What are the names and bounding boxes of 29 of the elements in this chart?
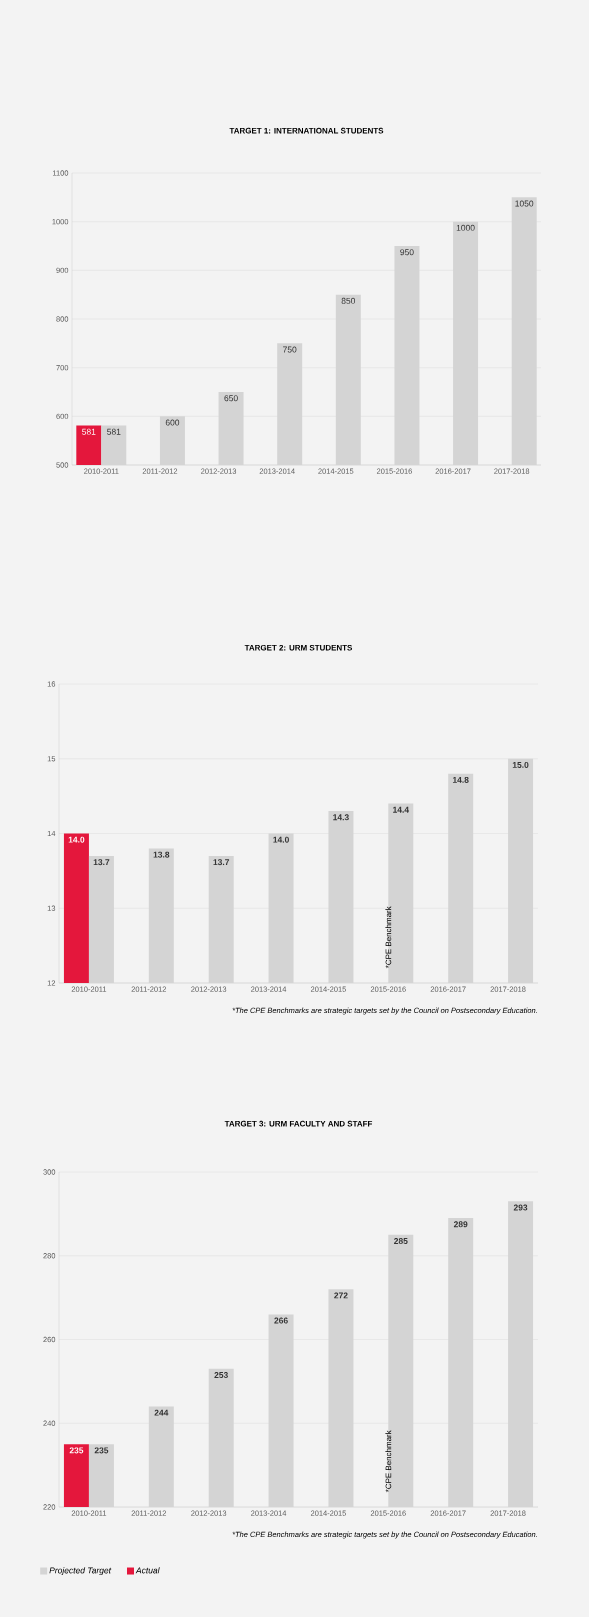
data-label: 14.4: [393, 806, 410, 813]
data-label: 289: [453, 1221, 468, 1228]
data-label: 600: [165, 419, 180, 426]
data-label: 272: [334, 1292, 348, 1299]
data-label: 950: [400, 249, 414, 256]
data-label: 13.7: [93, 859, 110, 866]
data-label: 235: [69, 1447, 84, 1454]
data-label: 581: [107, 428, 121, 435]
data-label: 1050: [515, 200, 534, 207]
data-label: 14.0: [68, 836, 85, 843]
data-label: 235: [94, 1447, 109, 1454]
data-label: 581: [82, 428, 96, 435]
data-label: 13.8: [153, 851, 170, 858]
data-label: 13.7: [213, 859, 230, 866]
legend-label: Actual: [135, 1567, 160, 1574]
data-label: 650: [224, 395, 238, 402]
data-label: 750: [283, 346, 297, 353]
data-label: 15.0: [512, 761, 529, 768]
legend-label: Projected Target: [49, 1567, 112, 1576]
data-label: 293: [513, 1204, 528, 1211]
data-label: 285: [394, 1238, 408, 1245]
data-label: 253: [214, 1372, 228, 1379]
data-label: 850: [341, 297, 356, 304]
data-label: 14.8: [452, 776, 469, 783]
data-label: 266: [274, 1317, 288, 1324]
data-label: 244: [154, 1409, 169, 1416]
data-label: 1000: [456, 224, 475, 231]
data-label: 14.0: [273, 836, 289, 843]
data-label: 14.3: [333, 814, 349, 821]
